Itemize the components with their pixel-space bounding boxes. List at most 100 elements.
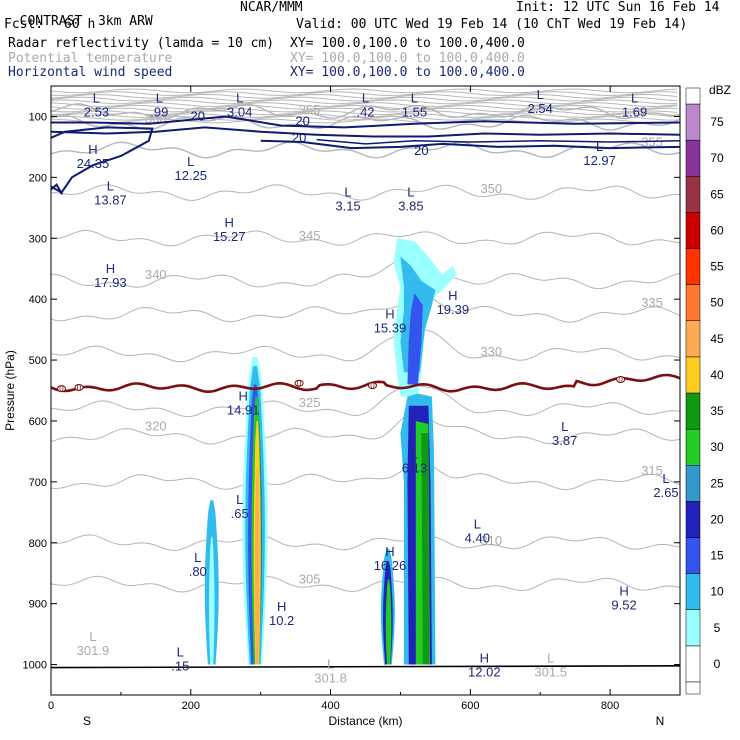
refl-cell-2-40dbz [255, 469, 260, 665]
colorbar-swatch-15 [685, 537, 701, 574]
colorbar-swatch-45 [685, 320, 701, 358]
colorbar-tick-label: 0 [714, 657, 721, 671]
theta-extremum-value: 301.9 [77, 643, 110, 658]
freezing-label: 0 [297, 379, 302, 388]
field-name-reflectivity: Radar reflectivity (lamda = 10 cm) [8, 36, 275, 51]
colorbar: 0 5 10 15 20 25 30 35 40 45 50 55 60 65 70 75 dBZ [685, 83, 731, 695]
wind-extremum-type: L [236, 90, 243, 105]
freezing-label: 0 [370, 382, 375, 391]
wind-extremum-type: L [156, 90, 163, 105]
colorbar-tick-label: 30 [710, 440, 724, 454]
wind-extremum-type: L [194, 550, 201, 565]
x-tick-label: 0 [48, 700, 54, 712]
wind-extremum-value: 3.85 [398, 199, 423, 214]
colorbar-tick-label: 5 [714, 621, 721, 635]
x-tick-label: 600 [461, 700, 479, 712]
theta-label-340: 340 [145, 267, 167, 282]
theta-extremum-type: L [547, 651, 554, 666]
project-name: CONTRAST [19, 14, 83, 29]
colorbar-swatch-10 [685, 573, 701, 610]
x-end-label-north: N [656, 714, 665, 728]
y-tick-label: 200 [29, 172, 47, 184]
forecast-label: Fcst: [4, 17, 44, 32]
colorbar-swatch-35 [685, 392, 701, 430]
colorbar-tick-label: 20 [710, 512, 724, 526]
wind-extremum-type: H [88, 142, 97, 157]
wind-extremum-value: 17.93 [94, 275, 127, 290]
freezing-label-bg [367, 382, 377, 390]
theta-strat-line [51, 88, 678, 94]
theta-strat-line [51, 116, 678, 121]
x-axis-label: Distance (km) [328, 714, 402, 728]
wind-extremum-value: 2.53 [84, 104, 109, 119]
wind-extremum-value: .99 [150, 104, 168, 119]
colorbar-tick-label: 45 [710, 332, 724, 346]
theta-strat-line [51, 93, 678, 99]
theta-extremum-type: L [89, 629, 96, 644]
theta-extremum-value: 301.8 [314, 671, 347, 686]
theta-contour-310 [51, 534, 680, 551]
wind-contour-20-a [51, 115, 680, 129]
freezing-label: 0 [618, 376, 623, 385]
project-title: CONTRAST 3km ARW [4, 1, 153, 29]
wind-contour-label: 20 [295, 113, 309, 128]
freezing-label: 0 [59, 385, 64, 394]
freezing-label-bg [56, 385, 66, 393]
theta-strat-line [51, 107, 678, 113]
colorbar-tick-label: 75 [710, 115, 724, 129]
y-tick-label: 1000 [23, 660, 47, 672]
wind-extremum-value: 19.39 [437, 302, 470, 317]
refl-cell-1-5dbz [208, 536, 215, 665]
theta-contour-340 [51, 259, 680, 290]
wind-extremum-type: L [631, 90, 638, 105]
model-name: 3km ARW [97, 14, 153, 29]
theta-contour-335 [51, 295, 680, 323]
freezing-label-bg [294, 379, 304, 387]
theta-label-345: 345 [299, 228, 321, 243]
wind-extremum-value: .15 [171, 658, 189, 673]
field-xy-theta: XY= 100.0,100.0 to 100.0,400.0 [290, 51, 525, 66]
wind-extremum-value: 2.65 [653, 485, 678, 500]
colorbar-tick-label: 70 [710, 151, 724, 165]
valid-time: Valid: 00 UTC Wed 19 Feb 14 (10 ChT Wed … [296, 17, 688, 32]
theta-strat-line [51, 102, 678, 107]
colorbar-tick-label: 15 [710, 549, 724, 563]
wind-extremum-type: H [385, 306, 394, 321]
theta-label-355: 355 [641, 135, 663, 150]
field-xy-wind: XY= 100.0,100.0 to 100.0,400.0 [290, 65, 525, 80]
wind-extremum-type: L [596, 139, 603, 154]
y-axis-label: Pressure (hPa) [3, 350, 17, 431]
wind-extremum-value: 1.69 [622, 104, 647, 119]
y-tick-label: 400 [29, 294, 47, 306]
surface-line [51, 664, 680, 669]
wind-extremum-value: 24.35 [77, 156, 110, 171]
colorbar-swatch-20 [685, 501, 701, 538]
wind-extremum-value: 9.52 [611, 598, 636, 613]
freezing-line: 0 0 0 0 0 [51, 373, 680, 394]
forecast-hours: 60 h [64, 17, 96, 32]
wind-extremum-type: L [107, 179, 114, 194]
colorbar-tick-label: 35 [710, 404, 724, 418]
colorbar-unit: dBZ [709, 83, 731, 97]
wind-contours: 20 20 20 20 [51, 108, 680, 195]
colorbar-tick-label: 50 [710, 296, 724, 310]
wind-extremum-value: 3.04 [227, 104, 252, 119]
colorbar-swatch-25 [685, 465, 701, 502]
wind-extremum-type: H [225, 215, 234, 230]
refl-column-30dbz [421, 433, 430, 665]
wind-extremum-type: L [407, 185, 414, 200]
field-name-wind: Horizontal wind speed [8, 65, 173, 80]
wind-contour-label: 20 [191, 108, 205, 123]
wind-extremum-type: H [238, 389, 247, 404]
theta-strat-line [51, 96, 678, 102]
colorbar-swatch-65 [685, 176, 701, 213]
colorbar-swatch-5 [685, 609, 701, 647]
reflectivity-fill [204, 238, 457, 665]
wind-extremum-type: L [362, 90, 369, 105]
wind-extremum-type: H [480, 651, 489, 666]
colorbar-tick-label: 40 [710, 368, 724, 382]
theta-label-335: 335 [641, 295, 663, 310]
